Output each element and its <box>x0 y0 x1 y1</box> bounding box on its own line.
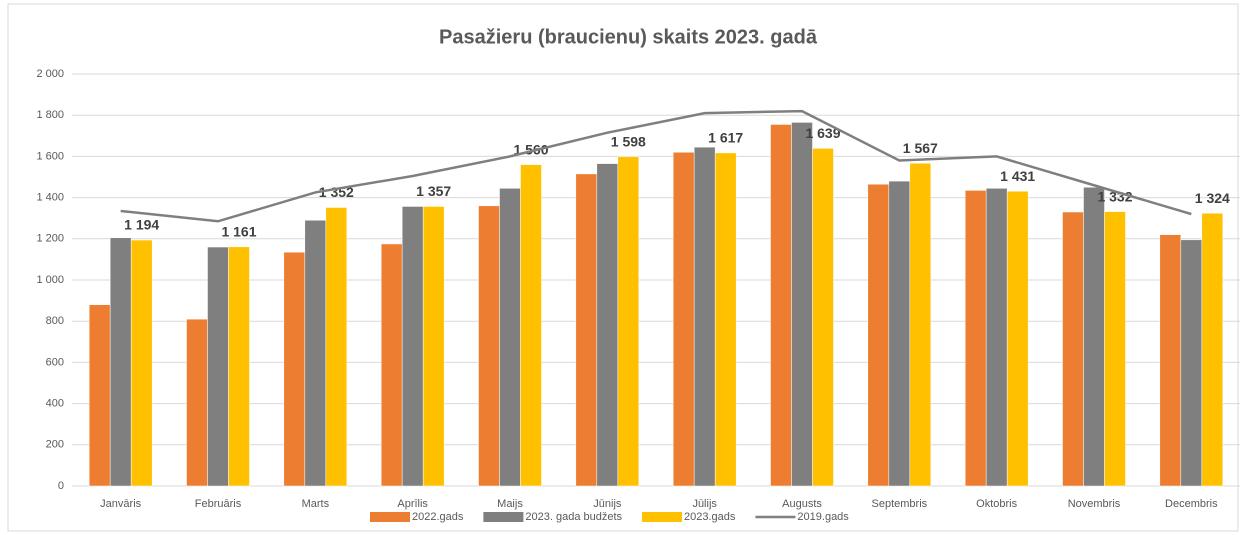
legend-swatch <box>642 512 683 522</box>
bar <box>499 188 521 487</box>
bar <box>283 251 306 487</box>
bar <box>325 207 348 487</box>
bar <box>1104 211 1126 487</box>
data-label: 1 324 <box>1195 190 1230 206</box>
y-tick-label: 1 200 <box>36 233 64 245</box>
bar <box>596 163 619 487</box>
bar <box>130 239 153 487</box>
bar <box>909 162 932 487</box>
chart-title: Pasažieru (braucienu) skaits 2023. gadā <box>439 26 818 48</box>
bar <box>520 164 542 487</box>
line <box>120 109 1192 223</box>
data-label: 1 639 <box>805 125 840 141</box>
bar <box>617 156 640 487</box>
bar <box>304 220 327 487</box>
legend-label: 2022.gads <box>412 511 464 523</box>
bar <box>888 180 911 487</box>
bar <box>1083 187 1105 487</box>
bar <box>575 173 598 487</box>
bar <box>478 205 500 487</box>
bar <box>109 237 132 487</box>
bar <box>985 188 1008 487</box>
x-tick-label: Janvāris <box>100 498 141 510</box>
data-label: 1 431 <box>1000 168 1035 184</box>
bar <box>964 190 987 487</box>
bar <box>88 304 111 487</box>
legend-swatch <box>483 512 524 522</box>
bar <box>1180 239 1203 487</box>
y-tick-label: 1 000 <box>36 274 64 286</box>
bar <box>867 183 890 487</box>
y-tick-label: 1 400 <box>36 192 64 204</box>
data-label: 1 161 <box>221 224 256 240</box>
bar <box>693 146 716 487</box>
bar <box>186 318 208 487</box>
y-tick-label: 400 <box>46 398 64 410</box>
bar <box>401 206 424 487</box>
bar <box>770 124 792 487</box>
data-label: 1 194 <box>124 217 159 233</box>
x-tick-label: Septembris <box>872 498 928 510</box>
bar <box>791 122 813 487</box>
x-tick-label: Novembris <box>1068 498 1121 510</box>
y-tick-label: 2 000 <box>36 68 64 80</box>
data-label: 1 617 <box>708 130 743 146</box>
legend-swatch <box>370 512 410 522</box>
bar <box>672 152 695 487</box>
bar <box>1062 211 1084 487</box>
legend-label: 2019.gads <box>797 511 849 523</box>
x-tick-label: Decembris <box>1165 498 1218 510</box>
legend-label: 2023.gads <box>684 511 736 523</box>
x-tick-label: Jūlijs <box>692 498 717 510</box>
x-tick-label: Marts <box>302 498 330 510</box>
bar <box>1201 213 1224 487</box>
y-tick-label: 600 <box>46 356 64 368</box>
x-tick-label: Jūnijs <box>593 498 622 510</box>
y-tick-label: 1 600 <box>36 150 64 162</box>
bar <box>1159 234 1182 487</box>
data-label: 1 332 <box>1097 188 1132 204</box>
data-label: 1 567 <box>903 140 938 156</box>
y-tick-label: 1 800 <box>36 109 64 121</box>
bar <box>228 246 250 487</box>
x-tick-label: Maijs <box>497 498 523 510</box>
bar <box>422 206 445 487</box>
bar <box>812 148 834 487</box>
bar <box>380 243 403 487</box>
x-tick-label: Oktobris <box>976 498 1017 510</box>
x-tick-label: Aprīlis <box>397 498 428 510</box>
bar <box>714 152 737 487</box>
data-label: 1 598 <box>611 134 646 150</box>
bar <box>207 246 229 487</box>
data-label: 1 357 <box>416 183 451 199</box>
x-tick-label: Augusts <box>782 498 822 510</box>
bar <box>1006 190 1029 487</box>
y-tick-label: 200 <box>46 439 64 451</box>
legend-label: 2023. gada budžets <box>525 511 622 523</box>
x-tick-label: Februāris <box>195 498 242 510</box>
y-tick-label: 0 <box>58 480 64 492</box>
y-tick-label: 800 <box>46 315 64 327</box>
